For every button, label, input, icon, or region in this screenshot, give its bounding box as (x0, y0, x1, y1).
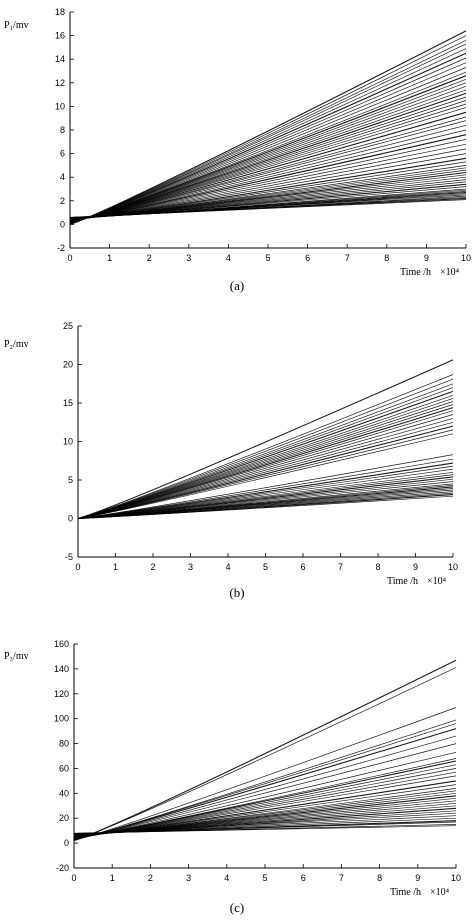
y-tick-label: 10 (63, 437, 73, 447)
x-tick-label: 7 (338, 562, 343, 572)
x-tick-label: 2 (147, 253, 152, 263)
x-tick-label: 6 (305, 253, 310, 263)
x-tick-label: 0 (71, 873, 76, 883)
y-axis-label: P₃/mv (4, 651, 29, 662)
y-tick-label: 0 (60, 219, 65, 229)
x-tick-label: 4 (226, 253, 231, 263)
y-tick-label: 4 (60, 172, 65, 182)
y-tick-label: 10 (55, 101, 65, 111)
x-tick-label: 3 (186, 253, 191, 263)
y-tick-label: 160 (54, 639, 69, 649)
series-line (77, 495, 454, 519)
y-axis-label: P₂/mv (4, 339, 29, 350)
x-multiplier: ×10⁴ (430, 887, 450, 898)
y-tick-label: 20 (63, 360, 73, 370)
x-tick-label: 3 (188, 562, 193, 572)
panel-caption: (a) (230, 278, 244, 293)
y-tick-label: 0 (64, 838, 69, 848)
y-tick-label: 6 (60, 149, 65, 159)
y-tick-label: 14 (55, 54, 65, 64)
y-tick-label: 0 (68, 514, 73, 524)
x-tick-label: 10 (451, 873, 461, 883)
y-tick-label: -20 (56, 863, 69, 873)
x-tick-label: 4 (224, 873, 229, 883)
x-tick-label: 1 (113, 562, 118, 572)
x-tick-label: 8 (375, 562, 380, 572)
x-tick-label: 8 (377, 873, 382, 883)
x-tick-label: 2 (150, 562, 155, 572)
x-tick-label: 0 (75, 562, 80, 572)
x-tick-label: 4 (225, 562, 230, 572)
panel-caption: (b) (229, 585, 244, 600)
series-line (77, 359, 454, 520)
y-tick-label: 12 (55, 78, 65, 88)
x-tick-label: 1 (110, 873, 115, 883)
y-tick-label: 8 (60, 125, 65, 135)
y-tick-label: 60 (59, 763, 69, 773)
x-tick-label: 9 (415, 873, 420, 883)
x-tick-label: 10 (448, 562, 458, 572)
x-tick-label: 5 (263, 562, 268, 572)
x-tick-label: 5 (262, 873, 267, 883)
x-tick-label: 0 (67, 253, 72, 263)
x-tick-label: 6 (301, 873, 306, 883)
y-tick-label: 100 (54, 714, 69, 724)
x-axis-label: Time /h (387, 576, 418, 587)
x-tick-label: 7 (339, 873, 344, 883)
x-tick-label: 5 (265, 253, 270, 263)
x-tick-label: 10 (461, 253, 471, 263)
x-tick-label: 1 (107, 253, 112, 263)
x-axis-label: Time /h (390, 887, 421, 898)
series-line (77, 454, 454, 519)
x-tick-label: 9 (413, 562, 418, 572)
y-tick-label: 20 (59, 813, 69, 823)
x-multiplier: ×10⁴ (440, 267, 460, 278)
y-tick-label: 5 (68, 475, 73, 485)
x-tick-label: 2 (148, 873, 153, 883)
y-tick-label: 15 (63, 398, 73, 408)
y-tick-label: 120 (54, 689, 69, 699)
y-axis-label: P₁/mv (4, 20, 29, 31)
y-tick-label: -5 (65, 552, 73, 562)
y-tick-label: 40 (59, 788, 69, 798)
y-tick-label: 16 (55, 31, 65, 41)
x-tick-label: 8 (384, 253, 389, 263)
x-tick-label: 9 (424, 253, 429, 263)
y-tick-label: 2 (60, 196, 65, 206)
x-axis-label: Time /h (400, 267, 431, 278)
x-tick-label: 7 (345, 253, 350, 263)
series-line (77, 433, 454, 519)
y-tick-label: 25 (63, 321, 73, 331)
y-tick-label: -2 (57, 243, 65, 253)
y-tick-label: 140 (54, 664, 69, 674)
y-tick-label: 18 (55, 7, 65, 17)
y-tick-label: 80 (59, 739, 69, 749)
x-multiplier: ×10⁴ (427, 576, 447, 587)
series-line (73, 825, 457, 834)
x-tick-label: 3 (186, 873, 191, 883)
panel-caption: (c) (230, 900, 244, 915)
x-tick-label: 6 (300, 562, 305, 572)
